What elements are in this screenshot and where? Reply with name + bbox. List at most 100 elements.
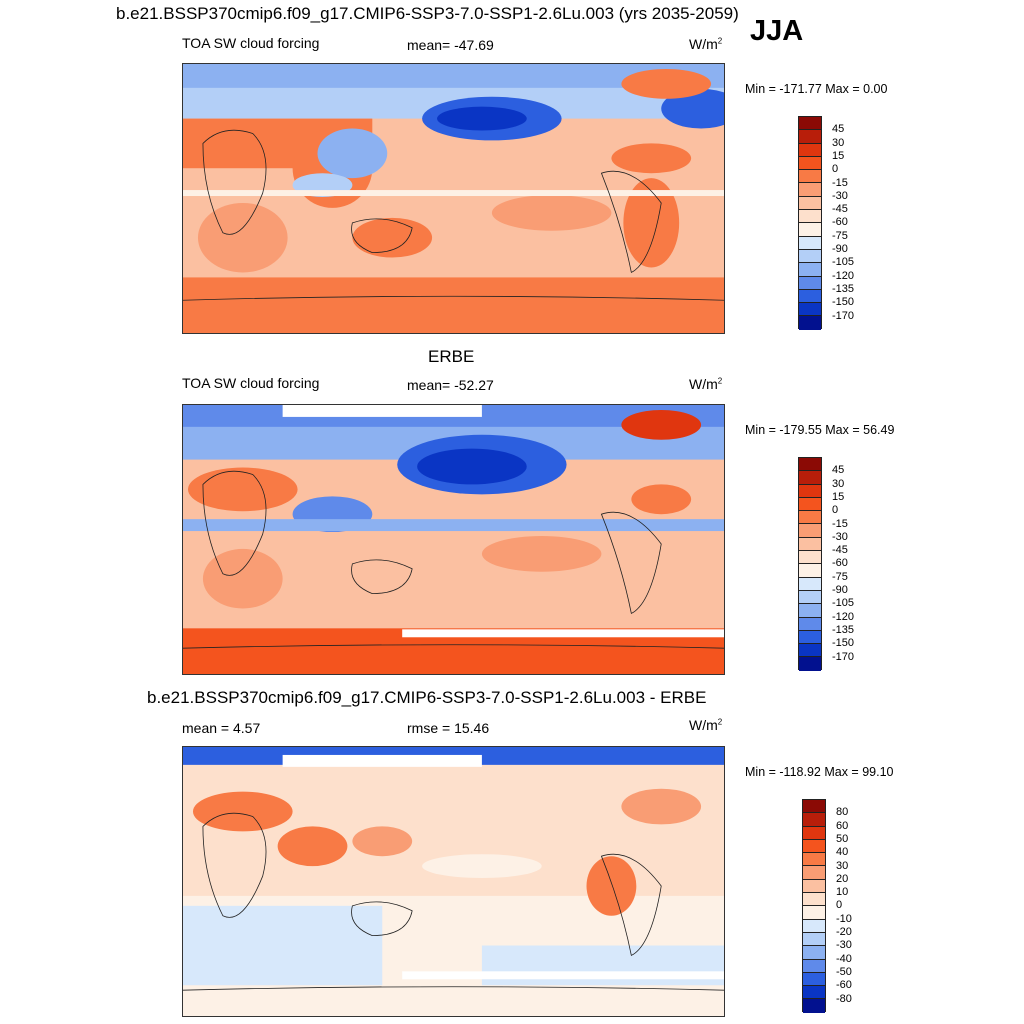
- colorbar-swatch: [803, 919, 825, 933]
- colorbar-tick-label: -80: [836, 992, 852, 1005]
- panel1-mean-label: mean= -47.69: [407, 37, 494, 53]
- panel2-map: [182, 404, 725, 675]
- colorbar-swatch: [803, 986, 825, 1000]
- panel3-colorbar: [802, 799, 826, 1013]
- colorbar-tick-label: -135: [832, 282, 855, 295]
- colorbar-tick-label: 20: [836, 872, 849, 885]
- colorbar-tick-label: -105: [832, 597, 855, 610]
- colorbar-swatch: [799, 644, 821, 658]
- colorbar-tick-label: 0: [832, 163, 839, 176]
- colorbar-swatch: [803, 853, 825, 867]
- colorbar-tick-label: -120: [832, 610, 855, 623]
- colorbar-tick-label: 15: [832, 490, 845, 503]
- panel2-mean-label: mean= -52.27: [407, 377, 494, 393]
- colorbar-tick-label: -45: [832, 544, 848, 557]
- colorbar-tick-label: -150: [832, 637, 855, 650]
- colorbar-tick-label: 45: [832, 123, 845, 136]
- colorbar-swatch: [799, 497, 821, 512]
- colorbar-tick-label: -40: [836, 952, 852, 965]
- colorbar-tick-label: -135: [832, 623, 855, 636]
- colorbar-swatch: [799, 196, 821, 211]
- colorbar-tick-label: -90: [832, 584, 848, 596]
- colorbar-tick-label: -45: [832, 203, 848, 216]
- colorbar-swatch: [803, 800, 825, 814]
- panel2-section-title: ERBE: [428, 347, 475, 366]
- colorbar-swatch: [803, 946, 825, 960]
- colorbar-tick-label: -120: [832, 269, 855, 282]
- colorbar-swatch: [799, 249, 821, 264]
- colorbar-tick-label: 15: [832, 149, 845, 162]
- colorbar-swatch: [799, 458, 821, 472]
- colorbar-swatch: [799, 303, 821, 317]
- colorbar-tick-label: 45: [832, 464, 845, 477]
- colorbar-swatch: [799, 170, 821, 184]
- colorbar-tick-label: -60: [832, 557, 848, 570]
- panel1-map: [182, 63, 725, 334]
- colorbar-swatch: [803, 932, 825, 947]
- colorbar-swatch: [799, 130, 821, 144]
- panel3-mean-label: mean = 4.57: [182, 720, 261, 736]
- colorbar-swatch: [799, 564, 821, 578]
- colorbar-swatch: [799, 236, 821, 250]
- colorbar-tick-label: 30: [836, 859, 849, 872]
- colorbar-swatch: [799, 577, 821, 591]
- colorbar-swatch: [799, 210, 821, 224]
- colorbar-tick-label: 30: [832, 477, 845, 490]
- panel3-min-max: Min = -118.92 Max = 99.10: [745, 765, 894, 779]
- colorbar-swatch: [799, 524, 821, 538]
- colorbar-tick-label: 60: [836, 819, 849, 832]
- colorbar-tick-label: -150: [832, 296, 855, 309]
- colorbar-swatch: [799, 617, 821, 631]
- colorbar-swatch: [799, 630, 821, 645]
- colorbar-swatch: [799, 604, 821, 618]
- colorbar-tick-label: -170: [832, 309, 855, 322]
- panel2-left-label: TOA SW cloud forcing: [182, 375, 320, 391]
- colorbar-tick-label: -105: [832, 256, 855, 269]
- panel2-min-max: Min = -179.55 Max = 56.49: [745, 423, 895, 437]
- colorbar-swatch: [803, 866, 825, 880]
- colorbar-tick-label: -15: [832, 176, 848, 189]
- colorbar-tick-label: 0: [832, 504, 839, 517]
- colorbar-tick-label: -60: [832, 216, 848, 229]
- colorbar-swatch: [799, 551, 821, 565]
- colorbar-swatch: [803, 813, 825, 827]
- colorbar-swatch: [799, 657, 821, 671]
- panel1-units: W/m2: [689, 36, 723, 52]
- colorbar-tick-label: -75: [832, 229, 848, 242]
- panel1-colorbar: [798, 116, 822, 330]
- colorbar-tick-label: -60: [836, 979, 852, 992]
- colorbar-swatch: [799, 289, 821, 304]
- colorbar-swatch: [803, 893, 825, 907]
- colorbar-swatch: [803, 839, 825, 854]
- panel2-colorbar: [798, 457, 822, 671]
- colorbar-swatch: [799, 316, 821, 330]
- colorbar-swatch: [803, 959, 825, 973]
- figure-title: b.e21.BSSP370cmip6.f09_g17.CMIP6-SSP3-7.…: [116, 4, 739, 23]
- colorbar-swatch: [799, 156, 821, 171]
- panel3-rmse-label: rmse = 15.46: [407, 720, 490, 736]
- panel1-left-label: TOA SW cloud forcing: [182, 35, 320, 51]
- panel2-units: W/m2: [689, 376, 723, 392]
- colorbar-tick-label: -90: [832, 243, 848, 255]
- colorbar-swatch: [803, 826, 825, 840]
- season-label: JJA: [750, 15, 804, 47]
- colorbar-swatch: [799, 183, 821, 197]
- colorbar-swatch: [799, 511, 821, 525]
- colorbar-swatch: [799, 263, 821, 277]
- colorbar-tick-label: -30: [832, 530, 848, 543]
- colorbar-swatch: [799, 276, 821, 290]
- colorbar-swatch: [803, 999, 825, 1013]
- panel3-map: [182, 746, 725, 1017]
- colorbar-tick-label: -75: [832, 570, 848, 583]
- colorbar-tick-label: -15: [832, 517, 848, 530]
- colorbar-swatch: [803, 879, 825, 894]
- panel3-section-title: b.e21.BSSP370cmip6.f09_g17.CMIP6-SSP3-7.…: [147, 688, 707, 707]
- colorbar-tick-label: -50: [836, 965, 852, 978]
- colorbar-swatch: [799, 471, 821, 485]
- panel1-min-max: Min = -171.77 Max = 0.00: [745, 82, 888, 96]
- colorbar-tick-label: 0: [836, 899, 843, 912]
- colorbar-tick-label: -30: [832, 189, 848, 202]
- colorbar-swatch: [799, 590, 821, 605]
- colorbar-swatch: [803, 972, 825, 987]
- colorbar-swatch: [799, 223, 821, 237]
